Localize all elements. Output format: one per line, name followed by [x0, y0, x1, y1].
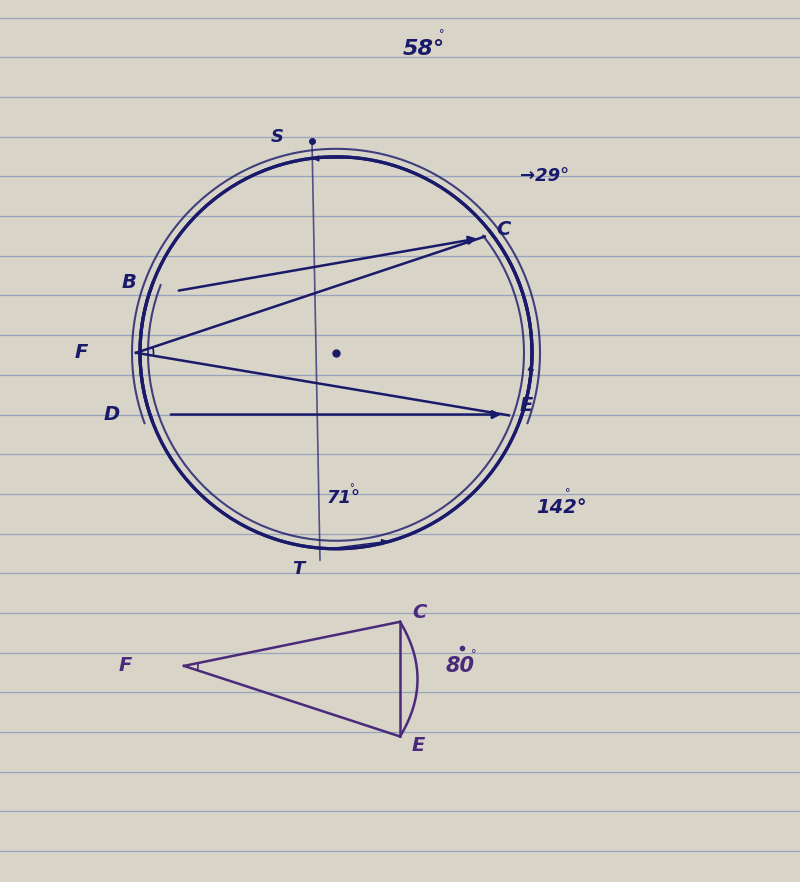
Text: °: °: [471, 649, 477, 659]
Text: 142°: 142°: [536, 497, 586, 517]
Text: 80: 80: [446, 656, 474, 676]
Text: F: F: [74, 343, 88, 363]
Text: B: B: [121, 273, 136, 292]
Text: °: °: [439, 29, 445, 40]
Text: 58°: 58°: [403, 39, 445, 58]
Text: →29°: →29°: [520, 168, 569, 185]
Text: °: °: [350, 483, 354, 493]
Text: E: E: [412, 736, 426, 755]
Text: F: F: [118, 656, 132, 676]
Text: E: E: [520, 396, 534, 415]
Text: °: °: [566, 488, 570, 498]
Text: C: C: [496, 220, 510, 239]
Text: C: C: [412, 603, 426, 623]
Text: 71°: 71°: [327, 490, 361, 507]
Text: T: T: [292, 560, 304, 578]
Text: S: S: [271, 128, 284, 146]
Text: D: D: [104, 405, 120, 424]
